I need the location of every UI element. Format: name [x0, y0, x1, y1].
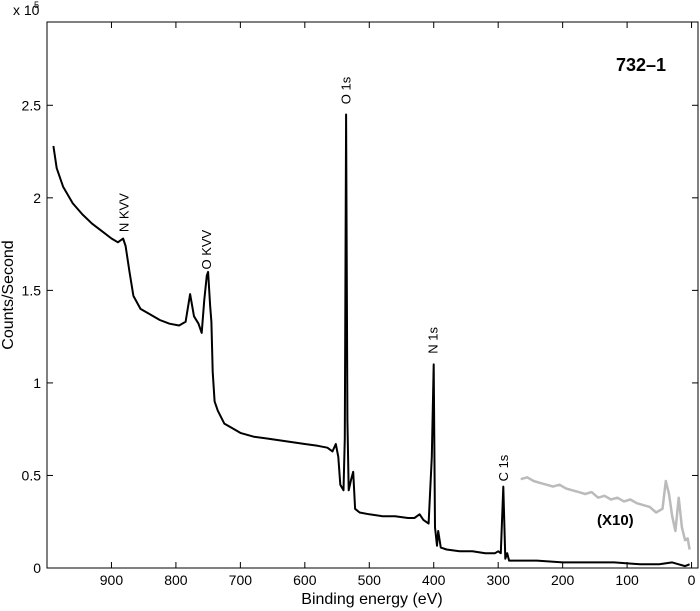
peak-label: O KVV	[199, 229, 214, 269]
x-tick-label: 300	[487, 572, 511, 588]
y-tick-label: 1	[33, 375, 41, 391]
x-axis-label: Binding energy (eV)	[301, 591, 442, 608]
x-tick-label: 200	[551, 572, 575, 588]
peak-annotations: N KVV O KVV O 1s N 1s C 1s	[116, 76, 511, 481]
x-tick-label: 800	[164, 572, 188, 588]
x-tick-label: 700	[229, 572, 253, 588]
sample-label: 732–1	[616, 55, 666, 75]
series-layer	[52, 113, 691, 568]
x-tick-label: 500	[358, 572, 382, 588]
x-tick-label: 400	[422, 572, 446, 588]
peak-label: N 1s	[426, 326, 441, 353]
peak-label: C 1s	[496, 454, 511, 481]
y-axis-ticks: 0 0.5 1 1.5 2 2.5	[22, 97, 698, 576]
x-tick-label: 900	[100, 572, 124, 588]
y-axis-label: Counts/Second	[0, 240, 17, 349]
y-scale-exponent: 5	[34, 0, 39, 10]
y-tick-label: 0	[33, 560, 41, 576]
y-tick-label: 0.5	[22, 467, 42, 483]
y-scale-label: x 10	[13, 2, 40, 18]
peak-label: N KVV	[116, 193, 131, 232]
series-line-x10	[520, 476, 691, 550]
plot-frame	[46, 21, 699, 569]
inset-scale-label: (X10)	[597, 512, 634, 529]
y-tick-label: 1.5	[22, 282, 42, 298]
x-tick-label: 0	[688, 572, 696, 588]
y-tick-label: 2.5	[22, 97, 42, 113]
x-tick-label: 600	[293, 572, 317, 588]
y-tick-label: 2	[33, 190, 41, 206]
x-axis-ticks: 900 800 700 600 500 400 300 200 100 0	[100, 22, 696, 588]
x-tick-label: 100	[615, 572, 639, 588]
series-line-spectrum	[52, 113, 690, 568]
peak-label: O 1s	[339, 76, 354, 104]
